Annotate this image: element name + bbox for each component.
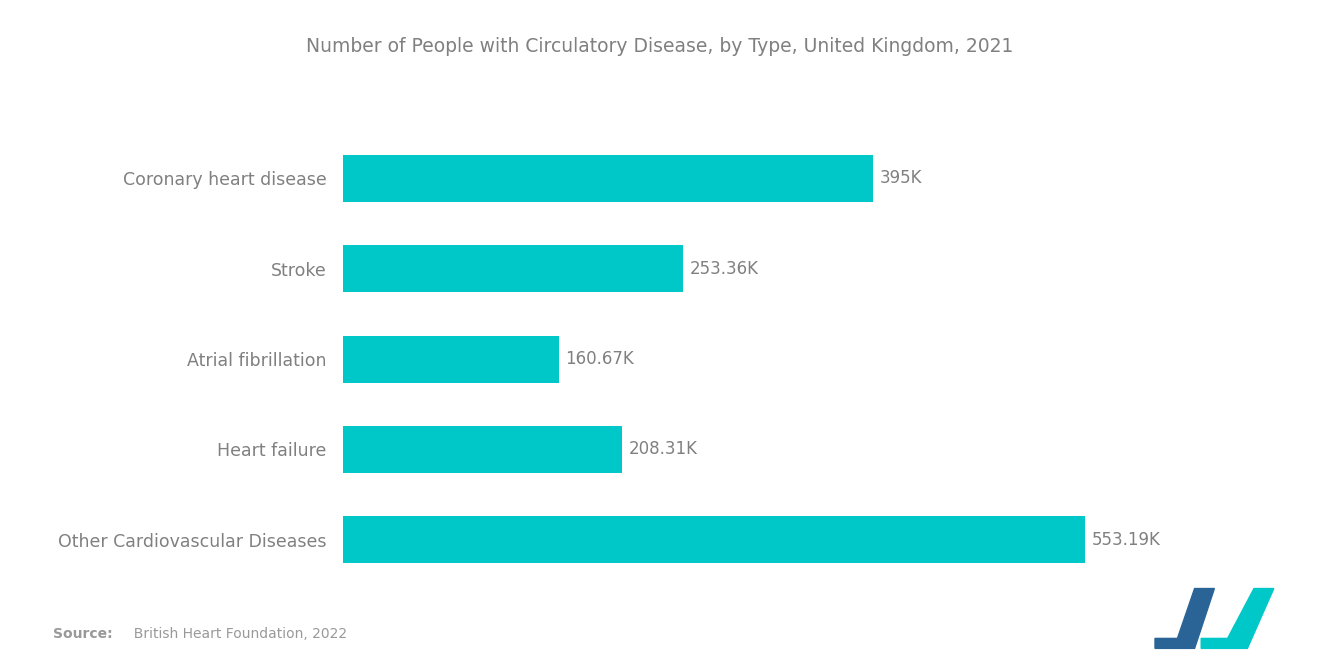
Polygon shape [1201, 589, 1274, 648]
Bar [343, 336, 558, 382]
Bar [343, 516, 1085, 563]
Bar [343, 155, 873, 202]
Text: 208.31K: 208.31K [630, 440, 698, 458]
Text: 553.19K: 553.19K [1092, 531, 1160, 549]
Bar [343, 245, 682, 292]
Text: 395K: 395K [879, 170, 921, 188]
Text: British Heart Foundation, 2022: British Heart Foundation, 2022 [125, 627, 347, 642]
Text: Number of People with Circulatory Disease, by Type, United Kingdom, 2021: Number of People with Circulatory Diseas… [306, 37, 1014, 56]
Polygon shape [1155, 589, 1214, 648]
Text: Source:: Source: [53, 627, 112, 642]
Text: 253.36K: 253.36K [689, 260, 759, 278]
Bar [343, 426, 623, 473]
Text: 160.67K: 160.67K [565, 350, 634, 368]
